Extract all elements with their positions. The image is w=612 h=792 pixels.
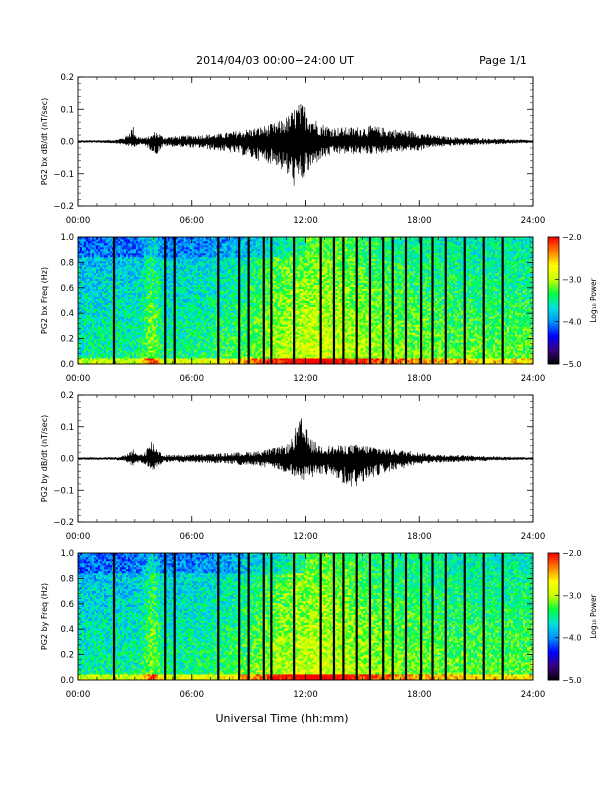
x-tick-label: 24:00	[521, 216, 546, 226]
figure-title: 2014/04/03 00:00−24:00 UT	[196, 54, 354, 67]
y-axis-label: PG2 bx dB/dt (nT/sec)	[40, 98, 49, 185]
panel-bx-timeseries: 00:00 06:00 12:00 18:00 24:00 −0.2 −0.1 0.0 0.1 0…	[40, 73, 545, 226]
x-tick-label: 06:00	[180, 216, 205, 226]
y-tick-label: 0.2	[60, 73, 74, 83]
figure: 2014/04/03 00:00−24:00 UT Page 1/1 Unive…	[0, 0, 612, 792]
x-tick-label: 12:00	[293, 216, 318, 226]
x-tick-label: 18:00	[407, 216, 432, 226]
x-tick-label: 00:00	[66, 216, 91, 226]
y-tick-label: −0.2	[53, 202, 74, 212]
y-tick-label: −0.1	[53, 170, 74, 180]
time-axis-title: Universal Time (hh:mm)	[216, 712, 349, 725]
y-tick-label: 0.1	[60, 105, 74, 115]
page-number: Page 1/1	[479, 54, 527, 67]
panel-bx-spectrogram: 00:00 06:00 12:00 18:00 24:000.00.20.40.60.8…	[40, 233, 598, 384]
signal-trace	[78, 104, 533, 186]
y-tick-label: 0.0	[60, 138, 74, 148]
